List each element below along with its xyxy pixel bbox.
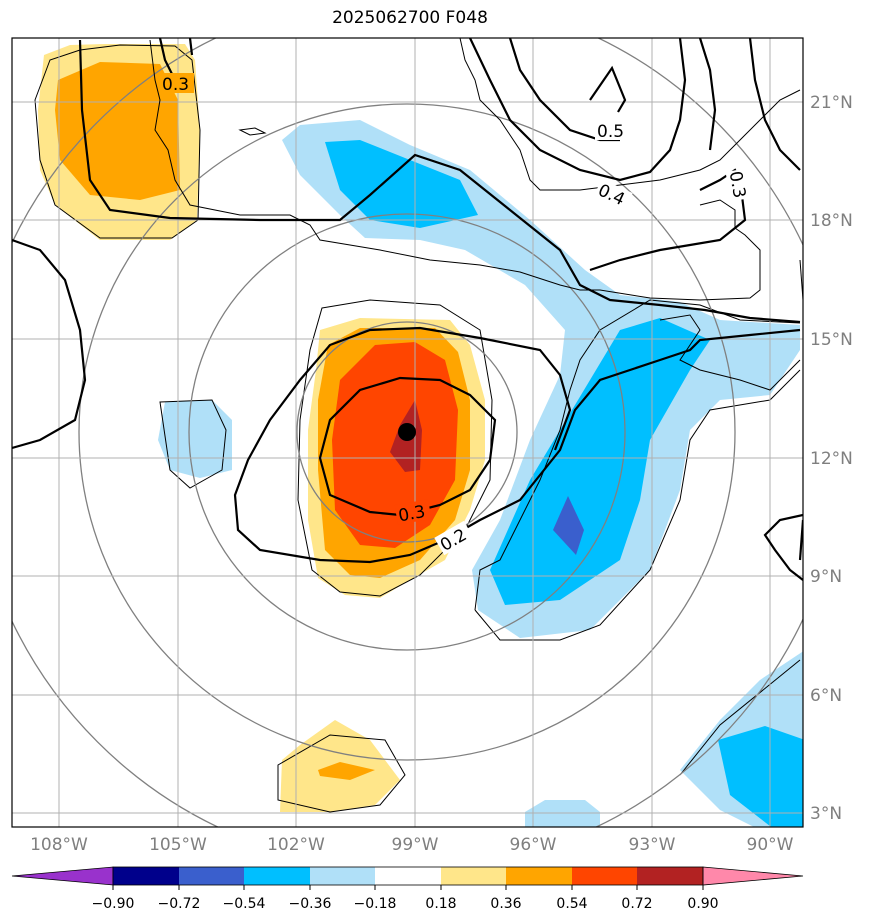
- lat-label: 9°N: [810, 567, 842, 587]
- thin-contours: [34, 44, 801, 813]
- coastlines: [149, 38, 803, 391]
- lat-label: 6°N: [810, 686, 842, 706]
- colorbar-extend-high: [702, 866, 804, 886]
- map-plot-area: 0.3 0.5 0.4 0.3 0.3 0.2: [12, 38, 803, 827]
- map-title: 2025062700 F048: [332, 8, 488, 28]
- colorbar-tick-label: 0.36: [490, 896, 521, 912]
- colorbar-tick-label: 0.72: [621, 896, 652, 912]
- colorbar-tick-label: 0.18: [425, 896, 456, 912]
- lon-label: 105°W: [149, 835, 207, 855]
- colorbar-tick-label: −0.36: [289, 896, 332, 912]
- graticule: [12, 38, 803, 827]
- colorbar-extend-low: [11, 866, 114, 886]
- colorbar-segment: [244, 867, 310, 885]
- latitude-labels: 21°N 18°N 15°N 12°N 9°N 6°N 3°N: [810, 93, 853, 824]
- lat-label: 12°N: [810, 449, 853, 469]
- colorbar-segment: [572, 867, 637, 885]
- lon-label: 90°W: [747, 835, 794, 855]
- colorbar-segment: [179, 867, 244, 885]
- lat-label: 18°N: [810, 211, 853, 231]
- colorbar-segment: [310, 867, 375, 885]
- colorbar-tick-label: −0.54: [223, 896, 266, 912]
- lat-label: 3°N: [810, 804, 842, 824]
- lat-label: 15°N: [810, 330, 853, 350]
- colorbar-tick-label: 0.90: [687, 896, 718, 912]
- colorbar-tick-label: −0.90: [92, 896, 135, 912]
- lon-label: 99°W: [392, 835, 439, 855]
- colorbar-segment: [441, 867, 506, 885]
- lon-label: 108°W: [30, 835, 88, 855]
- colorbar: −0.90 −0.72 −0.54 −0.36 −0.18 0.18 0.36 …: [11, 866, 804, 912]
- contour-label: 0.3: [397, 502, 427, 526]
- lon-label: 93°W: [629, 835, 676, 855]
- range-rings: [12, 38, 803, 827]
- colorbar-segment: [113, 867, 179, 885]
- lon-label: 96°W: [510, 835, 557, 855]
- colorbar-tick-label: −0.72: [158, 896, 201, 912]
- lat-label: 21°N: [810, 93, 853, 113]
- contour-label: 0.3: [162, 75, 189, 95]
- contour-label: 0.3: [725, 170, 749, 200]
- contour-label: 0.5: [597, 122, 624, 142]
- map-frame: [11, 37, 804, 828]
- longitude-labels: 108°W 105°W 102°W 99°W 96°W 93°W 90°W: [30, 835, 794, 855]
- colorbar-segment: [637, 867, 703, 885]
- colorbar-tick-label: 0.54: [556, 896, 587, 912]
- colorbar-tick-label: −0.18: [354, 896, 397, 912]
- colorbar-tick-marks: [112, 885, 704, 890]
- lon-label: 102°W: [267, 835, 325, 855]
- negative-anomaly-north-band: [282, 120, 800, 638]
- colorbar-segment: [506, 867, 572, 885]
- storm-center-marker: [398, 423, 416, 441]
- colorbar-segment: [375, 867, 441, 885]
